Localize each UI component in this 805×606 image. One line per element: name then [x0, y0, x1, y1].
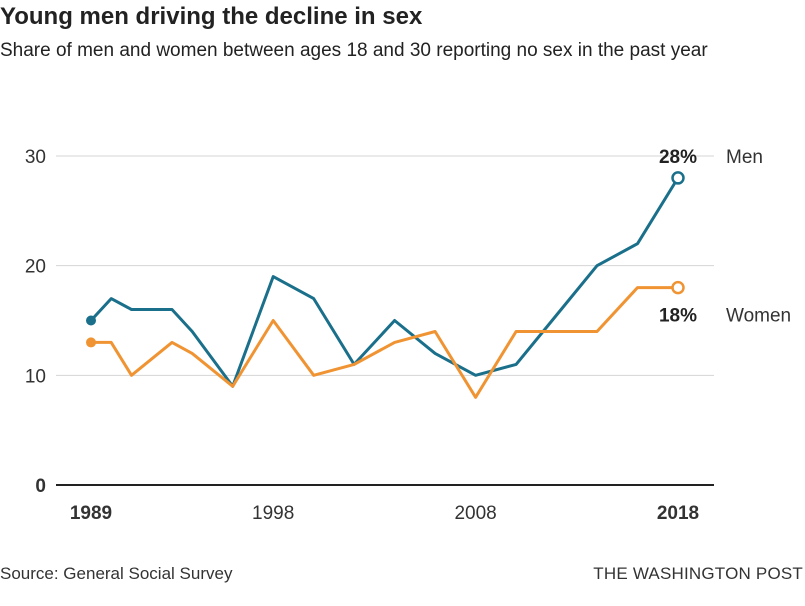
- y-axis: 0 10 20 30: [25, 147, 46, 497]
- chart-subtitle: Share of men and women between ages 18 a…: [0, 40, 708, 61]
- line-chart: 0 10 20 30 1989 1998 2008 2018 28% Men 18% Women: [25, 147, 791, 524]
- series-label-women: Women: [726, 306, 791, 327]
- source-note: Source: General Social Survey: [0, 564, 233, 583]
- x-tick-label: 1989: [70, 503, 112, 524]
- y-tick-label: 30: [25, 147, 46, 168]
- start-point-men: [86, 315, 96, 326]
- series-layer: 28% Men 18% Women: [86, 147, 791, 399]
- y-tick-label: 10: [25, 366, 46, 387]
- x-tick-label: 2018: [657, 503, 699, 524]
- series-label-men: Men: [726, 147, 763, 168]
- end-value-label-men: 28%: [659, 147, 697, 168]
- x-tick-label: 2008: [454, 503, 496, 524]
- end-point-men: [671, 171, 685, 185]
- series-line-men: [89, 176, 680, 388]
- y-tick-label: 20: [25, 257, 46, 278]
- publisher-credit: THE WASHINGTON POST: [593, 564, 803, 583]
- chart-title: Young men driving the decline in sex: [0, 3, 423, 30]
- end-point-women: [671, 280, 685, 295]
- series-line-women: [89, 286, 680, 399]
- x-axis: 1989 1998 2008 2018: [70, 503, 699, 524]
- y-tick-label: 0: [35, 476, 46, 497]
- x-tick-label: 1998: [252, 503, 294, 524]
- gridlines: [56, 155, 714, 486]
- end-value-label-women: 18%: [659, 306, 697, 327]
- start-point-women: [86, 337, 96, 348]
